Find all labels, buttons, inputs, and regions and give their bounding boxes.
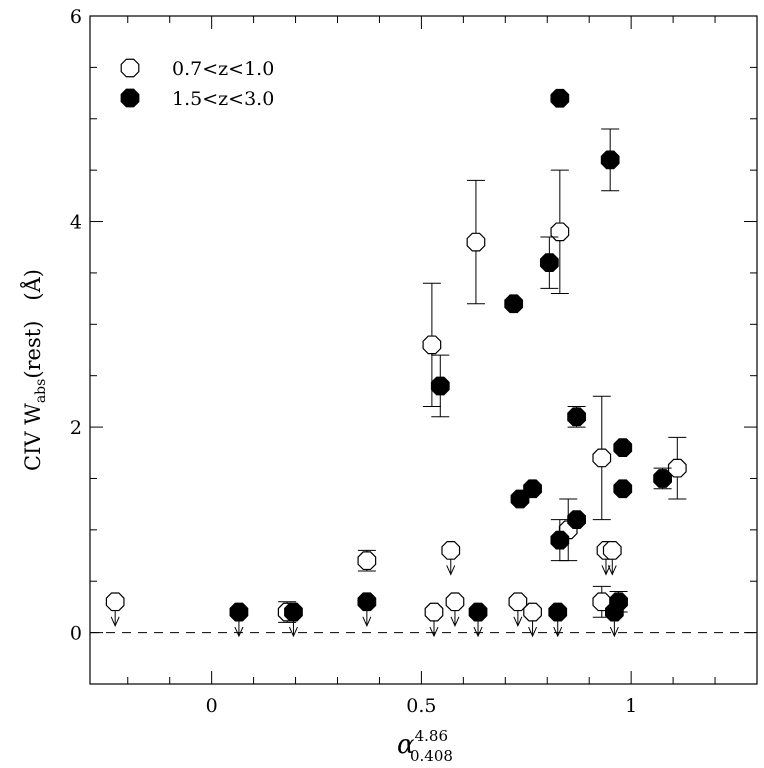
upper-limit-arrowhead <box>110 616 120 628</box>
legend-label: 1.5<z<3.0 <box>172 88 274 110</box>
filled-point <box>548 602 568 622</box>
open-point <box>602 541 622 560</box>
open-point <box>523 602 542 622</box>
upper-limit-arrowhead <box>473 626 483 638</box>
upper-limit-arrowhead <box>553 626 563 638</box>
filled-point <box>357 592 377 612</box>
y-axis-tail: (rest) (Å) <box>20 269 45 379</box>
open-point <box>592 592 612 612</box>
y-axis-subscript: abs <box>33 379 49 404</box>
filled-point <box>504 294 524 314</box>
filled-point <box>284 602 303 622</box>
upper-limit-arrowhead <box>607 565 617 576</box>
x-axis-symbol: α <box>397 730 415 760</box>
series-1 <box>105 169 687 638</box>
open-point <box>466 232 486 252</box>
x-axis-superscript: 4.86 <box>415 727 448 745</box>
y-axis-main: CIV W <box>21 403 45 471</box>
filled-point <box>613 438 633 458</box>
y-axis-label: CIV Wabs(rest) (Å) <box>20 269 49 471</box>
upper-limit-arrowhead <box>450 616 460 628</box>
filled-point <box>539 253 559 273</box>
upper-limit-arrowhead <box>609 626 619 638</box>
filled-point <box>523 479 542 499</box>
x-tick-label: 0 <box>206 695 218 717</box>
upper-limit-arrowhead <box>429 626 439 638</box>
upper-limit-arrowhead <box>362 616 372 628</box>
open-point <box>550 222 570 242</box>
legend-label: 0.7<z<1.0 <box>172 58 274 80</box>
open-point <box>441 541 461 560</box>
legend-marker <box>120 58 140 78</box>
legend-marker <box>120 88 140 108</box>
filled-point <box>567 510 586 529</box>
filled-point <box>550 88 570 108</box>
x-tick-label: 1 <box>625 695 637 717</box>
open-point <box>667 458 687 478</box>
y-tick-label: 2 <box>70 417 82 439</box>
open-point <box>424 602 444 622</box>
upper-limit-arrowhead <box>513 616 523 628</box>
data-points <box>105 88 687 638</box>
filled-point <box>430 376 450 396</box>
upper-limit-arrowhead <box>446 565 456 576</box>
filled-point <box>468 602 488 622</box>
upper-limit-arrowhead <box>234 626 244 638</box>
upper-limit-arrowhead <box>288 626 298 638</box>
upper-limit-arrowhead <box>528 626 538 638</box>
open-point <box>357 551 377 571</box>
tick-labels: 0 0.5 1 0 2 4 6 <box>70 6 637 717</box>
upper-limit-arrowhead <box>601 565 611 576</box>
legend: 0.7<z<1.0 1.5<z<3.0 <box>120 58 274 110</box>
open-point <box>445 592 465 612</box>
open-point <box>422 335 442 355</box>
open-point <box>508 592 528 612</box>
filled-point <box>604 602 624 622</box>
filled-point <box>653 469 672 488</box>
filled-point <box>613 479 633 499</box>
filled-point <box>600 150 620 170</box>
y-tick-label: 6 <box>70 6 82 28</box>
series-2 <box>229 88 672 638</box>
filled-point <box>567 407 586 427</box>
open-point <box>105 592 125 612</box>
axis-ticks <box>90 15 758 685</box>
x-axis-label: α4.86 0.408 <box>397 727 453 765</box>
y-tick-label: 4 <box>70 212 82 234</box>
x-tick-label: 0.5 <box>406 695 436 717</box>
open-point <box>592 448 612 468</box>
plot-frame <box>89 15 758 685</box>
filled-point <box>229 602 249 622</box>
filled-point <box>550 530 570 550</box>
y-tick-label: 0 <box>70 623 82 645</box>
x-axis-subscript: 0.408 <box>410 747 453 765</box>
